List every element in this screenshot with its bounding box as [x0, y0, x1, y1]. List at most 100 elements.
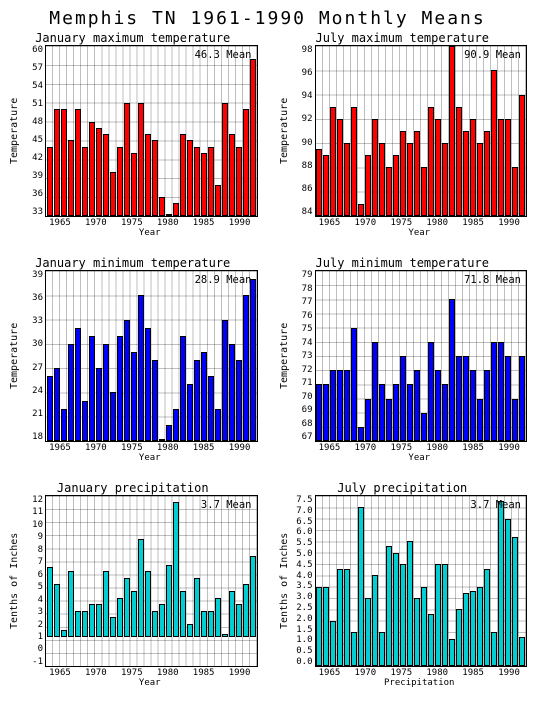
bar	[442, 384, 448, 441]
bar	[316, 149, 322, 216]
bar	[358, 204, 364, 216]
bar	[117, 336, 123, 441]
bar	[96, 604, 102, 637]
bar	[68, 140, 74, 216]
bar	[250, 556, 256, 637]
mean-label: 3.7 Mean	[201, 499, 252, 511]
bar	[236, 604, 242, 637]
bar	[498, 119, 504, 216]
bar	[323, 384, 329, 441]
bar	[96, 128, 102, 216]
bar	[82, 611, 88, 637]
x-axis-label: Year	[42, 678, 258, 688]
bar	[194, 147, 200, 216]
bar	[180, 336, 186, 441]
bar	[379, 632, 385, 666]
bar	[138, 295, 144, 441]
bar	[414, 598, 420, 666]
bar	[166, 565, 172, 637]
y-axis-label: Temperature	[8, 270, 21, 442]
bar	[243, 584, 249, 636]
y-ticks: 60575451484542393633	[21, 45, 45, 217]
bar	[103, 344, 109, 441]
y-ticks: 1211109876543210-1	[21, 495, 45, 667]
bar	[449, 299, 455, 441]
x-axis-label: Year	[312, 228, 528, 238]
bar	[428, 107, 434, 216]
bar	[180, 591, 186, 637]
bar	[61, 630, 67, 637]
bar	[229, 134, 235, 216]
bar	[519, 356, 525, 441]
y-ticks: 3936333027242118	[21, 270, 45, 442]
bar	[512, 537, 518, 666]
bar	[435, 370, 441, 441]
bar	[372, 575, 378, 666]
bar	[351, 632, 357, 666]
y-ticks: 79787776757473727170696867	[291, 270, 315, 442]
bar	[222, 634, 228, 637]
bar	[194, 360, 200, 441]
bar	[145, 571, 151, 636]
bar	[316, 384, 322, 441]
main-title: Memphis TN 1961-1990 Monthly Means	[8, 8, 527, 29]
bar	[400, 356, 406, 441]
bar	[173, 203, 179, 216]
bar	[117, 147, 123, 216]
panel-title: January maximum temperature	[8, 31, 258, 45]
x-axis-label: Year	[42, 453, 258, 463]
bar	[208, 147, 214, 216]
bar	[337, 370, 343, 441]
bar	[505, 519, 511, 666]
bar	[229, 344, 235, 441]
bar	[110, 392, 116, 441]
panel-title: January minimum temperature	[8, 256, 258, 270]
bar	[222, 320, 228, 441]
y-axis-label: Tenths of Inches	[8, 495, 21, 667]
bar	[82, 147, 88, 216]
bar	[456, 609, 462, 666]
bar	[152, 140, 158, 216]
bar	[75, 611, 81, 637]
bar	[337, 119, 343, 216]
bar	[131, 352, 137, 441]
bar	[470, 119, 476, 216]
plot-area: 3.7 Mean	[315, 495, 528, 667]
bar	[491, 632, 497, 666]
bar	[159, 197, 165, 216]
bar	[54, 584, 60, 636]
bar	[89, 336, 95, 441]
bar	[421, 167, 427, 216]
bar	[68, 571, 74, 636]
panel-jul_min: July minimum temperatureTemperature79787…	[278, 256, 528, 463]
bar	[365, 155, 371, 216]
bar	[449, 46, 455, 216]
bar	[173, 502, 179, 637]
bar	[138, 103, 144, 216]
bar	[243, 295, 249, 441]
mean-label: 46.3 Mean	[195, 49, 252, 61]
bar	[407, 541, 413, 666]
bar	[386, 167, 392, 216]
mean-label: 3.7 Mean	[470, 499, 521, 511]
bar	[229, 591, 235, 637]
y-ticks: 7.57.06.56.05.55.04.54.03.53.02.52.01.51…	[291, 495, 315, 667]
y-axis-label: Temperature	[278, 270, 291, 442]
bar	[187, 140, 193, 216]
bar	[124, 103, 130, 216]
bar	[358, 507, 364, 666]
panel-jul_max: July maximum temperatureTemperature98969…	[278, 31, 528, 238]
bar	[456, 356, 462, 441]
mean-label: 90.9 Mean	[464, 49, 521, 61]
bars	[46, 46, 257, 216]
bar	[89, 122, 95, 216]
bar	[208, 376, 214, 441]
panel-title: July maximum temperature	[278, 31, 528, 45]
x-ticks: 196519701975198019851990	[42, 667, 258, 678]
bar	[365, 598, 371, 666]
bar	[393, 155, 399, 216]
bar	[498, 342, 504, 441]
bar	[428, 342, 434, 441]
bar	[117, 598, 123, 637]
bar	[358, 427, 364, 441]
